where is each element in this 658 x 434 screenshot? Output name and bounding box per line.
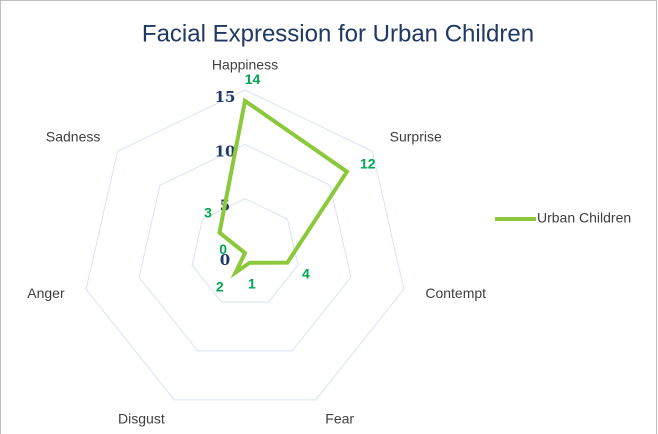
- category-label: Anger: [27, 285, 65, 301]
- data-label: 12: [360, 155, 376, 171]
- grid-ring: [191, 198, 299, 303]
- data-label: 0: [219, 241, 227, 257]
- r-tick-label: 0: [220, 251, 230, 269]
- category-label: Fear: [325, 410, 354, 426]
- r-tick-label: 15: [215, 88, 236, 106]
- data-label: 1: [248, 275, 256, 291]
- category-label: Sadness: [46, 128, 100, 144]
- category-label: Happiness: [212, 57, 278, 73]
- data-label: 4: [302, 265, 310, 281]
- data-label: 3: [204, 205, 212, 221]
- grid-ring: [85, 89, 405, 401]
- r-tick-label: 10: [215, 142, 236, 160]
- grid-ring: [138, 143, 352, 352]
- chart-title: Facial Expression for Urban Children: [142, 20, 534, 47]
- data-label: 14: [245, 71, 261, 87]
- category-label: Disgust: [118, 410, 165, 426]
- legend-label: Urban Children: [537, 210, 631, 226]
- series-line: [217, 97, 350, 279]
- category-label: Surprise: [390, 128, 442, 144]
- data-label: 2: [216, 279, 224, 295]
- category-label: Contempt: [425, 285, 486, 301]
